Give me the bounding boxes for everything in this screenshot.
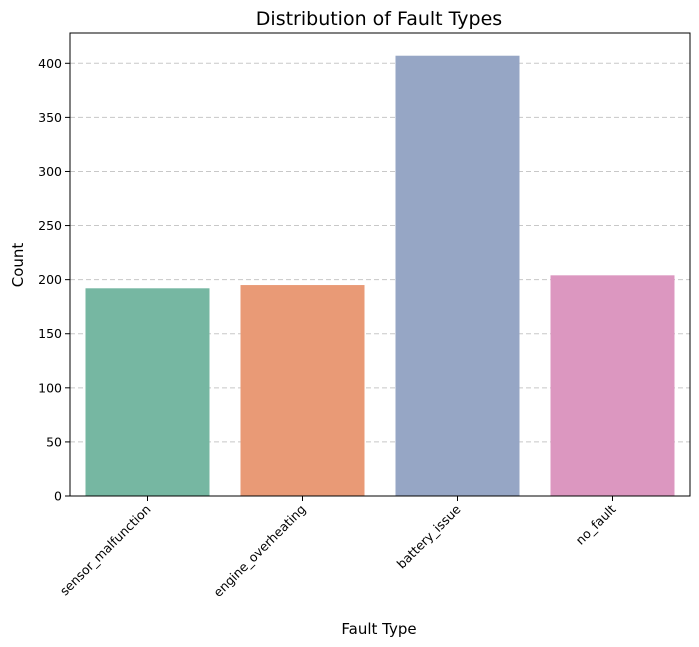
bar-engine-overheating bbox=[240, 285, 365, 496]
bar-no-fault bbox=[550, 275, 675, 496]
y-tick-label: 250 bbox=[38, 218, 62, 233]
y-tick-label: 350 bbox=[38, 110, 62, 125]
plot-frame bbox=[69, 32, 691, 497]
x-tick-label: battery_issue bbox=[394, 501, 464, 571]
chart-title: Distribution of Fault Types bbox=[256, 8, 502, 30]
y-tick-label: 0 bbox=[54, 489, 62, 504]
y-tick-label: 150 bbox=[38, 326, 62, 341]
bar-battery-issue bbox=[395, 55, 520, 497]
bars bbox=[85, 55, 675, 497]
y-tick-label: 50 bbox=[46, 434, 62, 449]
x-tick-label: engine_overheating bbox=[210, 502, 308, 600]
x-tick-label: no_fault bbox=[573, 501, 619, 547]
y-tick-label: 400 bbox=[38, 56, 62, 71]
y-tick-label: 300 bbox=[38, 164, 62, 179]
bar-sensor-malfunction bbox=[85, 288, 210, 496]
y-tick-label: 200 bbox=[38, 272, 62, 287]
x-axis-label: Fault Type bbox=[341, 620, 416, 638]
y-axis-ticks: 0 50 100 150 200 250 300 350 400 bbox=[38, 56, 70, 504]
x-tick-label: sensor_malfunction bbox=[57, 502, 154, 599]
x-axis-ticks: sensor_malfunction engine_overheating batt… bbox=[57, 496, 619, 600]
y-tick-label: 100 bbox=[38, 380, 62, 395]
y-axis-label: Count bbox=[9, 243, 27, 288]
